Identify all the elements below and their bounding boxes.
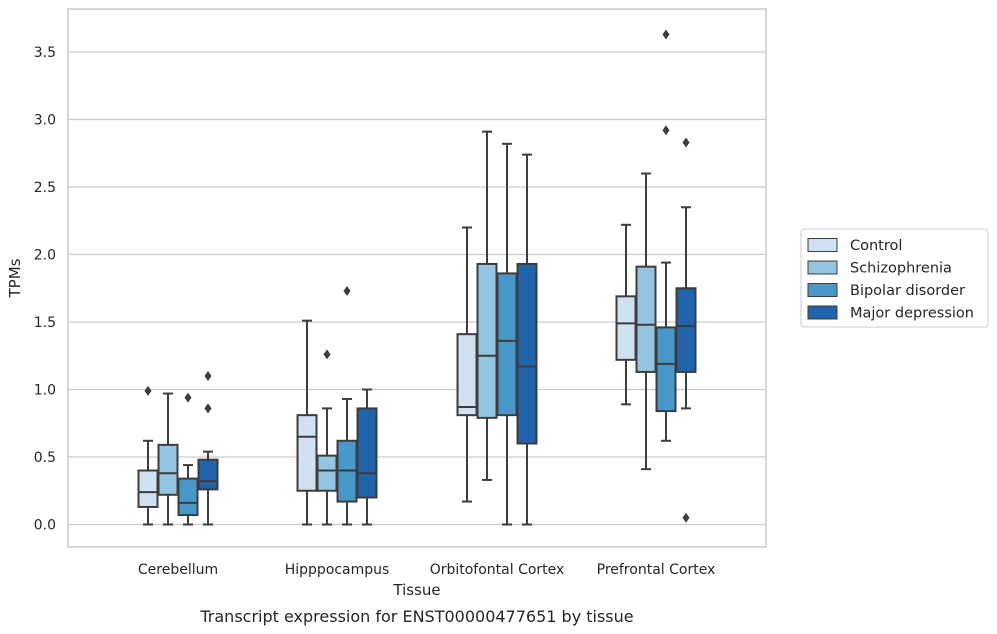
box-iqr (177, 477, 199, 517)
box-schizophrenia (635, 172, 657, 471)
x-tick-label: Prefrontal Cortex (597, 562, 716, 578)
box-major-depression (675, 137, 697, 523)
figure-caption: Transcript expression for ENST0000047765… (199, 607, 633, 626)
outlier-point (682, 512, 690, 523)
outlier-point (662, 29, 670, 40)
box-major-depression (197, 371, 219, 526)
box-control (296, 319, 318, 526)
y-tick-label: 1.5 (34, 315, 56, 331)
box-iqr (635, 265, 657, 373)
box-iqr (316, 454, 338, 492)
box-iqr (476, 262, 498, 419)
legend-label: Schizophrenia (850, 261, 952, 277)
box-bipolar-disorder (336, 285, 358, 526)
box-major-depression (356, 388, 378, 526)
box-iqr (675, 287, 697, 373)
box-iqr (496, 272, 518, 417)
y-tick-labels: 0.0 0.5 1.0 1.5 2.0 2.5 3.0 3.5 (34, 45, 56, 534)
y-axis-label: TPMs (6, 258, 24, 298)
legend-swatch (807, 283, 838, 297)
legend-swatch (807, 260, 838, 275)
box-iqr (456, 333, 478, 417)
x-tick-label: Orbitofontal Cortex (430, 562, 565, 578)
x-tick-labels: Cerebellum Hipppocampus Orbitofontal Corte… (138, 562, 715, 578)
box-bipolar-disorder (496, 142, 518, 526)
y-tick-label: 3.0 (34, 113, 56, 129)
x-axis-label: Tissue (392, 581, 440, 599)
outlier-point (323, 349, 331, 360)
outlier-point (144, 385, 152, 396)
y-tick-label: 3.5 (34, 45, 56, 61)
box-groups (137, 29, 697, 526)
plot-frame (67, 8, 767, 548)
box-schizophrenia (157, 392, 179, 526)
box-iqr (615, 295, 637, 361)
box-schizophrenia (316, 349, 338, 526)
y-tick-label: 0.5 (34, 450, 56, 466)
outlier-point (662, 125, 670, 136)
outlier-point (184, 392, 192, 403)
legend-swatch (807, 238, 838, 252)
outlier-point (682, 137, 690, 148)
y-tick-label: 2.5 (34, 180, 56, 196)
legend-label: Bipolar disorder (850, 283, 965, 299)
y-tick-label: 1.0 (34, 383, 56, 399)
box-iqr (137, 469, 159, 508)
legend-frame (800, 228, 989, 328)
legend-swatch (807, 305, 838, 320)
box-iqr (516, 262, 538, 445)
box-iqr (157, 443, 179, 496)
legend: Control Schizophrenia Bipolar disorder Majo… (800, 228, 989, 328)
outlier-point (204, 371, 212, 381)
outlier-point (204, 403, 212, 414)
legend-label: Major depression (850, 306, 974, 322)
box-bipolar-disorder (177, 392, 199, 526)
box-iqr (197, 458, 219, 491)
box-control (137, 385, 159, 526)
x-tick-label: Hipppocampus (285, 562, 390, 578)
box-major-depression (516, 153, 538, 526)
box-schizophrenia (476, 130, 498, 481)
x-tick-label: Cerebellum (138, 562, 218, 578)
y-tick-label: 0.0 (34, 518, 56, 534)
box-iqr (655, 326, 677, 413)
outlier-point (343, 285, 351, 296)
box-iqr (356, 407, 378, 499)
box-iqr (296, 414, 318, 492)
y-tick-label: 2.0 (34, 248, 56, 264)
legend-label: Control (850, 238, 902, 254)
